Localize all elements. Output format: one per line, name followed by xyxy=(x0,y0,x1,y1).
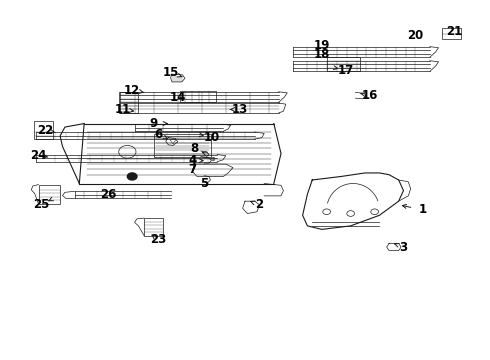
Text: 21: 21 xyxy=(446,25,462,38)
Text: 15: 15 xyxy=(162,66,179,79)
Text: 8: 8 xyxy=(191,142,199,155)
Text: 12: 12 xyxy=(124,84,140,96)
Bar xyxy=(442,28,461,39)
Text: 23: 23 xyxy=(150,234,167,247)
Bar xyxy=(154,134,211,157)
Bar xyxy=(39,185,60,204)
Text: 14: 14 xyxy=(170,91,186,104)
Text: 7: 7 xyxy=(188,163,196,176)
Text: 22: 22 xyxy=(38,124,54,137)
Text: 24: 24 xyxy=(30,149,47,162)
Text: 16: 16 xyxy=(362,89,378,102)
Text: ⊕: ⊕ xyxy=(211,157,216,162)
Text: 20: 20 xyxy=(407,29,423,42)
Text: 18: 18 xyxy=(314,48,330,61)
Bar xyxy=(144,218,163,236)
Text: 11: 11 xyxy=(115,103,131,116)
Text: 5: 5 xyxy=(200,177,208,190)
Bar xyxy=(119,92,138,113)
Text: 6: 6 xyxy=(154,128,163,141)
Text: 19: 19 xyxy=(314,40,330,53)
Bar xyxy=(34,121,53,139)
Text: 25: 25 xyxy=(33,198,49,211)
Text: 4: 4 xyxy=(188,154,196,167)
Text: 26: 26 xyxy=(100,188,116,201)
Text: 2: 2 xyxy=(255,198,264,211)
Text: 10: 10 xyxy=(203,131,220,144)
Text: 1: 1 xyxy=(418,203,427,216)
Text: 3: 3 xyxy=(399,240,408,253)
Bar xyxy=(180,91,216,102)
Bar xyxy=(327,57,360,71)
Circle shape xyxy=(127,173,137,180)
Text: 17: 17 xyxy=(338,64,354,77)
Text: 9: 9 xyxy=(149,117,158,130)
Text: 13: 13 xyxy=(232,103,248,116)
